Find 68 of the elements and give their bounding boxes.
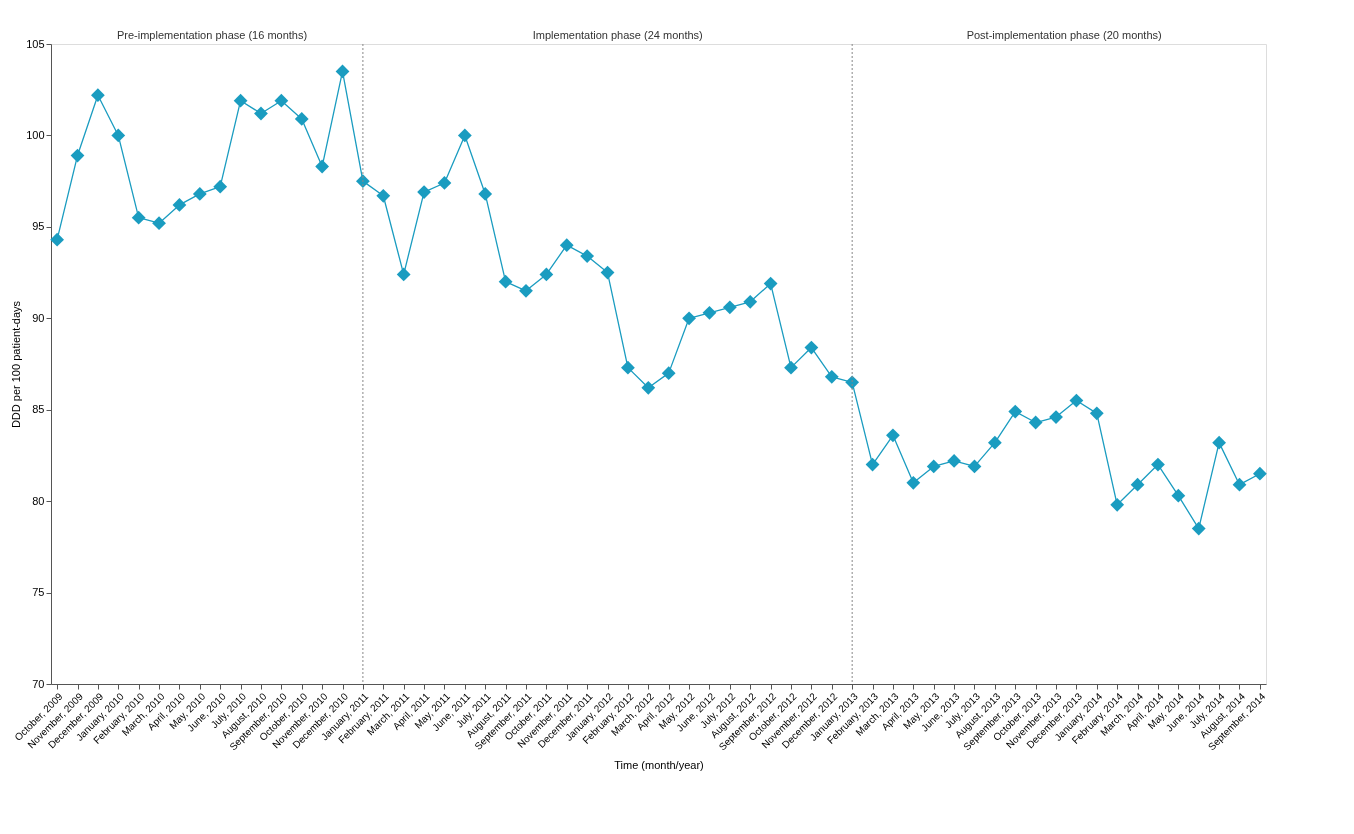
x-axis-title: Time (month/year) [614, 759, 704, 772]
point [294, 112, 309, 126]
point [376, 188, 391, 203]
point [91, 88, 105, 103]
point [702, 305, 717, 320]
point [865, 457, 880, 472]
point [743, 294, 758, 309]
point [1252, 466, 1267, 481]
point [396, 267, 411, 282]
point [967, 459, 982, 474]
point [926, 459, 941, 474]
point [1191, 521, 1206, 536]
point [274, 93, 289, 108]
point [784, 360, 798, 375]
point [519, 283, 533, 298]
point [621, 360, 635, 375]
text: Post-implementation phase (20 months) [966, 29, 1162, 41]
point [682, 311, 696, 326]
point [722, 300, 737, 315]
point [192, 187, 207, 201]
point [641, 380, 656, 395]
point [152, 216, 166, 231]
point [1130, 477, 1145, 492]
y-tick-label: 90 [32, 311, 45, 324]
point [906, 475, 921, 490]
y-tick-label: 105 [26, 37, 45, 50]
point [478, 187, 493, 201]
point [498, 274, 513, 289]
y-tick-label: 75 [32, 586, 45, 599]
point [1171, 488, 1186, 503]
point [559, 238, 574, 253]
point [111, 128, 126, 143]
point [1110, 497, 1125, 512]
point [213, 179, 228, 194]
point [1232, 477, 1247, 492]
point [987, 435, 1002, 450]
point [1089, 406, 1104, 421]
point [1069, 393, 1084, 408]
y-tick-label: 100 [26, 128, 45, 141]
point [457, 128, 472, 143]
point [437, 176, 452, 190]
point [804, 340, 819, 355]
text: Implementation phase (24 months) [532, 29, 703, 41]
point [233, 93, 248, 108]
y-tick-label: 80 [32, 494, 45, 507]
point [172, 198, 187, 212]
point [1151, 457, 1165, 472]
y-tick-label: 95 [32, 220, 45, 233]
point [947, 454, 961, 468]
y-axis-title: DDD per 100 patient-days [10, 300, 23, 429]
point [763, 276, 778, 291]
point [1008, 404, 1023, 419]
point [254, 106, 268, 121]
point [1028, 415, 1043, 430]
point [131, 210, 146, 225]
point [417, 185, 431, 200]
point [315, 159, 330, 174]
point [580, 249, 595, 264]
y-tick-label: 70 [32, 677, 45, 690]
text: Pre-implementation phase (16 months) [116, 29, 308, 41]
point [824, 369, 839, 384]
y-tick-label: 85 [32, 403, 45, 416]
point [539, 267, 554, 282]
point [845, 375, 860, 390]
point [1212, 435, 1226, 450]
point [50, 232, 65, 247]
point [661, 366, 676, 381]
point [886, 428, 900, 443]
